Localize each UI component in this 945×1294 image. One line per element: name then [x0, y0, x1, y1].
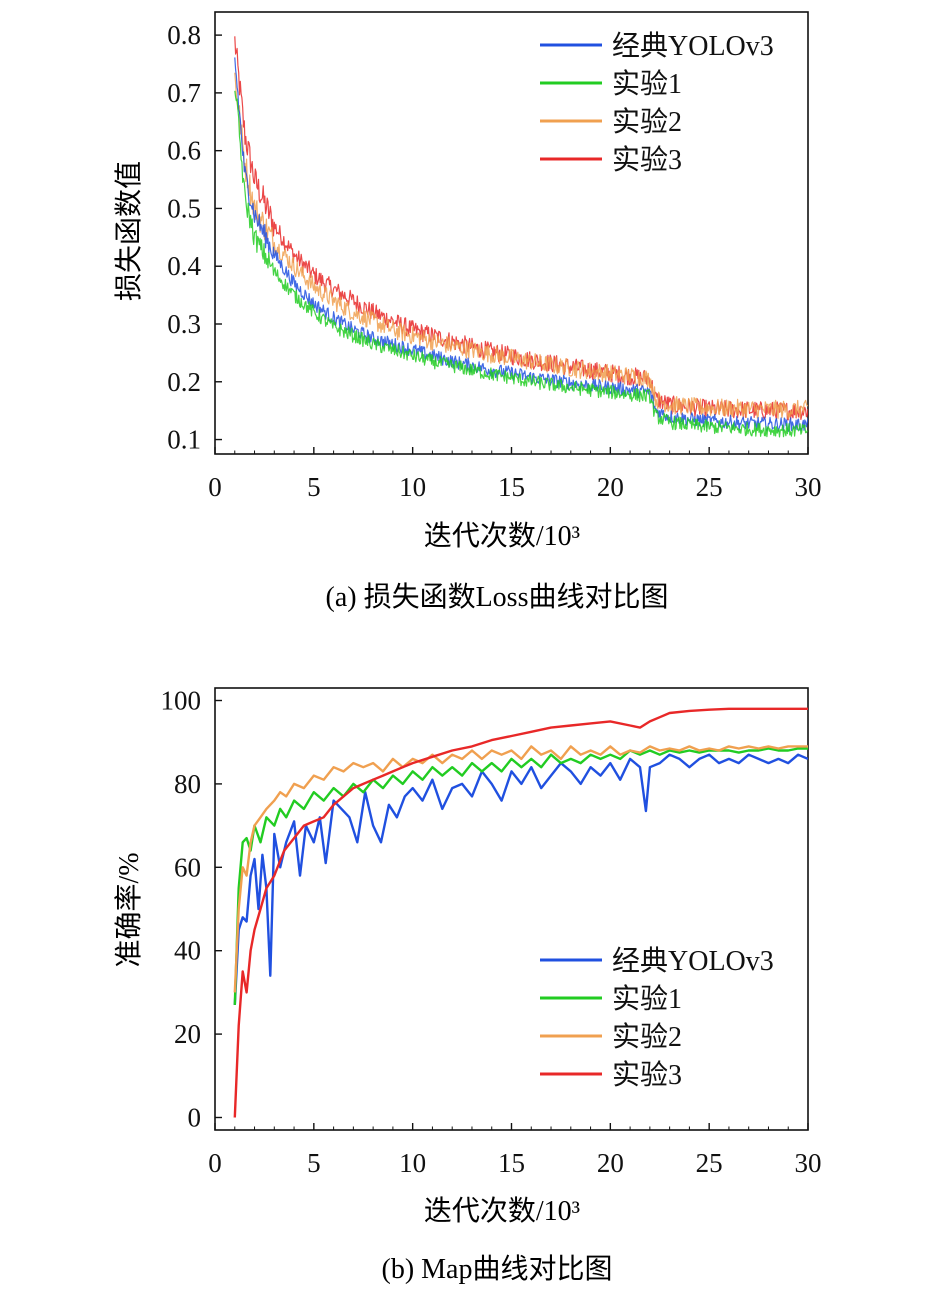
x-axis-label-map: 迭代次数/10³	[424, 1195, 580, 1227]
y-tick-label-map: 20	[174, 1019, 201, 1049]
caption-map: (b) Map曲线对比图	[382, 1253, 613, 1285]
y-tick-label-loss: 0.4	[167, 251, 201, 281]
x-tick-label-loss: 10	[399, 472, 426, 502]
x-tick-label-map: 10	[399, 1148, 426, 1178]
x-tick-label-loss: 0	[208, 472, 222, 502]
legend-loss: 经典YOLOv3 实验1 实验2 实验3	[540, 30, 774, 176]
y-tick-label-map: 100	[161, 686, 202, 716]
legend-label-map-2: 实验2	[612, 1021, 682, 1053]
y-tick-label-map: 0	[188, 1102, 202, 1132]
y-tick-label-map: 40	[174, 936, 201, 966]
series-line-map-1	[233, 747, 808, 1005]
y-tick-label-loss: 0.8	[167, 20, 201, 50]
y-tick-label-loss: 0.1	[167, 425, 201, 455]
legend-label-loss-3: 实验3	[612, 144, 682, 176]
x-tick-label-map: 15	[498, 1148, 525, 1178]
series-map	[233, 707, 808, 1118]
ticks-map: 0 5 10 15 20 25 30 0 20 40 60 80 100	[161, 686, 822, 1178]
x-tick-label-loss: 15	[498, 472, 525, 502]
x-tick-label-map: 25	[696, 1148, 723, 1178]
y-tick-label-map: 60	[174, 852, 201, 882]
chart-loss: 0 5 10 15 20 25 30 0.1 0.2 0.3 0.4 0.5 0.6 0.7 0.8 经典Y…	[113, 11, 822, 613]
x-tick-label-map: 0	[208, 1148, 222, 1178]
legend-label-map-3: 实验3	[612, 1059, 682, 1091]
series-line-loss-1	[234, 90, 808, 438]
plot-area-loss	[214, 11, 809, 455]
y-tick-label-loss: 0.5	[167, 193, 201, 223]
y-axis-label-map: 准确率/%	[113, 852, 145, 967]
plot-area-map	[214, 687, 809, 1131]
y-tick-label-loss: 0.3	[167, 309, 201, 339]
caption-loss: (a) 损失函数Loss曲线对比图	[326, 581, 669, 613]
legend-label-loss-1: 实验1	[612, 68, 682, 100]
legend-label-map-0: 经典YOLOv3	[612, 945, 774, 977]
y-axis-label-loss: 损失函数值	[113, 161, 145, 301]
x-tick-label-loss: 20	[597, 472, 624, 502]
legend-label-loss-0: 经典YOLOv3	[612, 30, 774, 62]
x-tick-label-loss: 30	[795, 472, 822, 502]
ticks-loss: 0 5 10 15 20 25 30 0.1 0.2 0.3 0.4 0.5 0.6 0.7 0.8	[167, 20, 821, 502]
x-axis-label-loss: 迭代次数/10³	[424, 520, 580, 552]
chart-map: 0 5 10 15 20 25 30 0 20 40 60 80 100 经典YOLOv3 实验1 实验2 实…	[113, 686, 822, 1285]
series-line-map-3	[233, 707, 808, 1118]
y-tick-label-loss: 0.7	[167, 78, 201, 108]
y-tick-label-loss: 0.2	[167, 367, 201, 397]
y-tick-label-map: 80	[174, 769, 201, 799]
legend-label-map-1: 实验1	[612, 983, 682, 1015]
series-line-loss-2	[234, 72, 808, 419]
series-line-loss-3	[234, 36, 808, 421]
x-tick-label-map: 5	[307, 1148, 321, 1178]
x-tick-label-loss: 5	[307, 472, 321, 502]
legend-label-loss-2: 实验2	[612, 106, 682, 138]
x-tick-label-loss: 25	[696, 472, 723, 502]
legend-map: 经典YOLOv3 实验1 实验2 实验3	[540, 945, 774, 1091]
y-tick-label-loss: 0.6	[167, 136, 201, 166]
x-tick-label-map: 30	[795, 1148, 822, 1178]
x-tick-label-map: 20	[597, 1148, 624, 1178]
series-loss	[234, 36, 808, 438]
series-line-map-2	[233, 745, 808, 993]
